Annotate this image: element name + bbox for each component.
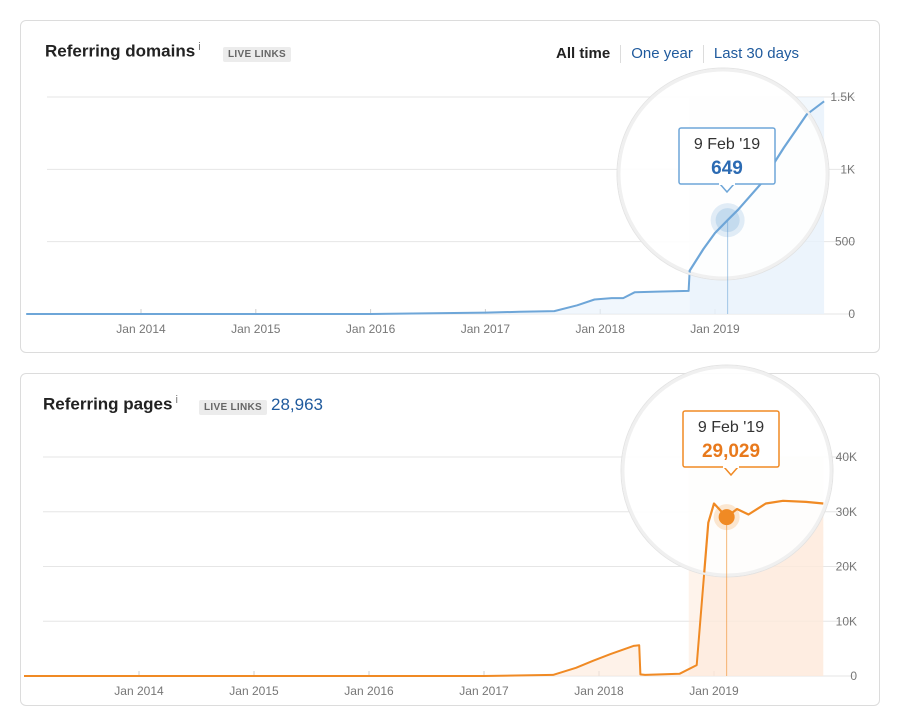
- y-tick-label: 40K: [836, 450, 857, 464]
- y-tick-label: 0: [848, 307, 855, 321]
- series-line-zoomed: [619, 100, 825, 278]
- range-divider: [702, 45, 704, 64]
- referring-domains-card: Referring domains i LIVE LINKS All time On…: [20, 20, 880, 353]
- range-all-time[interactable]: All time: [556, 45, 611, 62]
- tooltip-arrow: [723, 466, 739, 477]
- referring-domains-title-text: Referring domains: [45, 41, 196, 61]
- x-tick-label: Jan 2015: [229, 684, 279, 698]
- y-tick-label: 500: [835, 235, 855, 249]
- magnifier-rim: [617, 68, 829, 280]
- x-tick-label: Jan 2015: [231, 322, 281, 336]
- tooltip-arrow-mask: [719, 182, 735, 185]
- hover-halo: [710, 203, 745, 238]
- x-tick-label: Jan 2014: [114, 684, 164, 698]
- hover-dot: [715, 208, 740, 233]
- referring-pages-title-text: Referring pages: [43, 394, 173, 414]
- referring-pages-title: Referring pages i: [43, 394, 178, 415]
- info-icon[interactable]: i: [198, 41, 201, 53]
- tooltip-value: 649: [711, 158, 743, 179]
- tooltip-value: 29,029: [702, 441, 760, 462]
- tooltip-date: 9 Feb '19: [698, 419, 764, 436]
- x-tick-label: Jan 2018: [574, 684, 624, 698]
- y-tick-label: 0: [850, 669, 857, 683]
- series-area: [26, 101, 825, 314]
- range-one-year[interactable]: One year: [631, 45, 693, 62]
- y-tick-label: 1.5K: [830, 90, 855, 104]
- x-tick-label: Jan 2014: [116, 322, 166, 336]
- tooltip-arrow-mask: [723, 465, 739, 468]
- x-tick-label: Jan 2017: [461, 322, 511, 336]
- referring-pages-chart: 0 10K 20K 30K 40K Jan 2014 Jan 2015 Jan 2016 Jan…: [24, 364, 857, 698]
- live-links-badge: LIVE LINKS: [199, 400, 268, 415]
- hover-dot: [718, 509, 735, 526]
- y-tick-label: 1K: [840, 162, 855, 176]
- x-tick-label: Jan 2019: [690, 322, 740, 336]
- x-tick-label: Jan 2018: [576, 322, 626, 336]
- referring-domains-chart: 0 500 1K 1.5K Jan 2014 Jan 2015 Jan 2016 Jan 20…: [26, 67, 855, 336]
- info-icon[interactable]: i: [175, 394, 178, 406]
- y-tick-label: 30K: [836, 505, 857, 519]
- tooltip-arrow: [719, 183, 735, 194]
- tooltip-date: 9 Feb '19: [694, 136, 760, 153]
- referring-domains-title: Referring domains i: [45, 41, 201, 62]
- series-line-zoomed: [623, 499, 824, 575]
- x-tick-label: Jan 2016: [344, 684, 394, 698]
- x-tick-label: Jan 2017: [459, 684, 509, 698]
- range-divider: [620, 45, 622, 64]
- range-last-30-days[interactable]: Last 30 days: [713, 45, 799, 62]
- x-tick-label: Jan 2019: [689, 684, 739, 698]
- referring-pages-count: 28,963: [271, 395, 323, 414]
- referring-pages-card: Referring pages i LIVE LINKS 28,963 0 10K 2…: [20, 364, 880, 706]
- y-tick-label: 10K: [836, 614, 857, 628]
- live-links-badge: LIVE LINKS: [223, 47, 292, 62]
- time-range-selector: All time One year Last 30 days: [546, 45, 809, 64]
- y-tick-label: 20K: [836, 560, 857, 574]
- x-tick-label: Jan 2016: [346, 322, 396, 336]
